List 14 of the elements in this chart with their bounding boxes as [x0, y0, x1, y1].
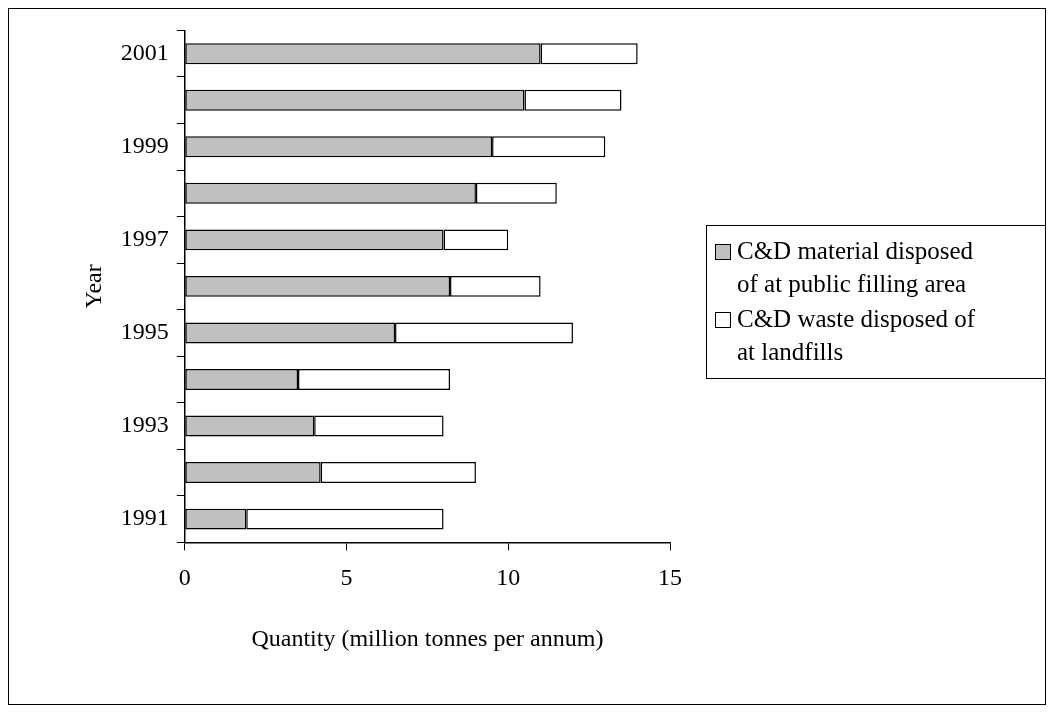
y-tick-label: 1997 [120, 225, 169, 252]
y-tick-label: 1991 [120, 504, 169, 531]
x-axis-title: Quantity (million tonnes per annum) [251, 624, 604, 651]
x-tick-label: 0 [178, 564, 191, 591]
y-tick-label: 1995 [120, 318, 169, 345]
y-tick-label: 1999 [120, 132, 169, 159]
text: C&D waste disposed of at landfills [737, 304, 977, 367]
legend-label: C&D material disposed of at public filling area [737, 236, 975, 299]
y-tick-label: 2001 [120, 38, 169, 65]
x-tick-label: 5 [340, 564, 353, 591]
x-tick-label: 15 [658, 564, 682, 591]
x-tick-label: 10 [496, 564, 521, 591]
y-axis-title: Year [79, 264, 106, 309]
y-tick-label: 1993 [120, 411, 169, 438]
